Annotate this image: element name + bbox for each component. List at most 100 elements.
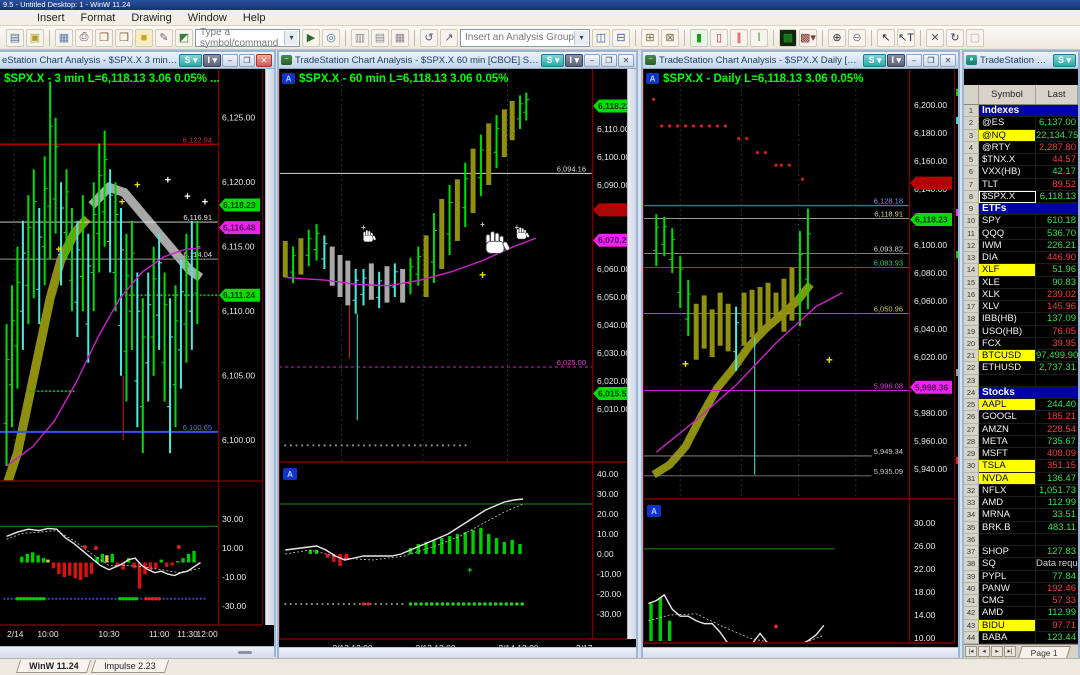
symbol-cell-BTCUSD[interactable]: BTCUSD [979, 350, 1036, 363]
symbol-cell-TLT[interactable]: TLT [979, 178, 1036, 191]
restore-button[interactable]: ❐ [601, 53, 617, 67]
symbol-cell-FCX[interactable]: FCX [979, 337, 1036, 350]
symbol-cell-IBB(HB)[interactable]: IBB(HB) [979, 313, 1036, 326]
symbol-cell-BIDU[interactable]: BIDU [979, 619, 1036, 632]
scrollbar-handle[interactable] [238, 651, 252, 654]
radarscreen-titlebar[interactable]: ● TradeStation Ra... S ▾ [964, 52, 1078, 69]
chart-canvas-60min[interactable]: 6,094.16 6,025.00 + + + +6,110.00 6,100.00 6,09… [279, 69, 636, 658]
symbol-cell-META[interactable]: META [979, 435, 1036, 448]
symbol-cell-PYPL[interactable]: PYPL [979, 570, 1036, 583]
restore-button[interactable]: ❐ [239, 53, 255, 67]
page-nav-button-0[interactable]: |◂ [965, 646, 977, 657]
symbol-cell-$TNX.X[interactable]: $TNX.X [979, 154, 1036, 167]
chart-horizontal-scrollbar[interactable] [279, 647, 636, 658]
minimize-button[interactable]: – [584, 53, 600, 67]
chart-body-60min[interactable]: 6,094.16 6,025.00 + + + +6,110.00 6,100.00 6,09… [279, 69, 636, 658]
window-new-icon[interactable]: ❐ [95, 28, 113, 47]
close-button[interactable]: ✕ [256, 53, 272, 67]
page-nav-button-1[interactable]: ◂ [978, 646, 990, 657]
chart-titlebar-daily[interactable]: ~ TradeStation Chart Analysis - $SPX.X Da… [643, 52, 958, 69]
interval-dropdown-button[interactable]: I ▾ [565, 53, 583, 67]
symbol-column-header[interactable]: Symbol [979, 85, 1036, 104]
chart-canvas-daily[interactable]: 6,128.18 6,118.91 6,093.82 6,083.93 6,050.96… [643, 69, 961, 658]
symbol-cell-TSLA[interactable]: TSLA [979, 460, 1036, 473]
save-icon[interactable]: ▦ [55, 28, 73, 47]
style-dropdown-button[interactable]: S ▾ [1052, 53, 1076, 67]
open-folder-icon[interactable]: ▣ [26, 28, 44, 47]
last-column-header[interactable]: Last [1036, 85, 1078, 104]
symbol-cell-XLV[interactable]: XLV [979, 301, 1036, 314]
chart-horizontal-scrollbar[interactable] [643, 647, 958, 658]
symbol-cell-SHOP[interactable]: SHOP [979, 546, 1036, 559]
menu-item-drawing[interactable]: Drawing [131, 11, 172, 24]
new-document-icon[interactable]: ▤ [6, 28, 24, 47]
symbol-cell-QQQ[interactable]: QQQ [979, 227, 1036, 240]
pointer-icon[interactable]: ↖ [877, 28, 895, 47]
chart-titlebar-60min[interactable]: ~ TradeStation Chart Analysis - $SPX.X 60… [279, 52, 636, 69]
symbol-cell-@ES[interactable]: @ES [979, 117, 1036, 130]
zoom-out-icon[interactable]: ⊖ [848, 28, 866, 47]
style-picker-icon[interactable]: ▩▾ [799, 28, 817, 47]
symbol-cell-PANW[interactable]: PANW [979, 582, 1036, 595]
chart-titlebar-3min[interactable]: eStation Chart Analysis - $SPX.X 3 min [… [0, 52, 274, 69]
palette-icon[interactable]: ◩ [175, 28, 193, 47]
tick-chart-icon[interactable]: ⅼ [750, 28, 768, 47]
menu-item-help[interactable]: Help [242, 11, 266, 24]
symbol-cell-MSFT[interactable]: MSFT [979, 448, 1036, 461]
menu-item-insert[interactable]: Insert [37, 11, 65, 24]
chart-body-3min[interactable]: 6,122.946,116.916,114.046,100.65++++++6,… [0, 69, 274, 657]
symbol-command-input[interactable]: Type a symbol/command ▾ [195, 27, 300, 49]
close-button[interactable]: ✕ [618, 53, 634, 67]
style-dropdown-button[interactable]: S ▾ [541, 53, 565, 67]
drawing-icon[interactable]: ✎ [155, 28, 173, 47]
page-nav-button-3[interactable]: ▸| [1004, 646, 1016, 657]
chart-body-daily[interactable]: 6,128.18 6,118.91 6,093.82 6,083.93 6,050.96… [643, 69, 961, 658]
interval-dropdown-button[interactable]: I ▾ [203, 53, 221, 67]
symbol-cell-$SPX.X[interactable]: $SPX.X [979, 190, 1036, 203]
menu-item-window[interactable]: Window [187, 11, 227, 24]
layout-rows-icon[interactable]: ▤ [371, 28, 389, 47]
refresh-icon[interactable]: ↻ [946, 28, 964, 47]
print-icon[interactable]: ⎙ [75, 28, 93, 47]
chart-vertical-scrollbar[interactable] [627, 69, 636, 639]
symbol-cell-USO(HB)[interactable]: USO(HB) [979, 325, 1036, 338]
layout-cols-icon[interactable]: ▦ [391, 28, 409, 47]
page-nav-button-2[interactable]: ▸ [991, 646, 1003, 657]
chart-vertical-scrollbar[interactable] [265, 69, 274, 625]
go-button[interactable]: ▶ [302, 28, 320, 47]
symbol-cell-AMD[interactable]: AMD [979, 607, 1036, 620]
tile-horizontal-icon[interactable]: ◫ [592, 28, 610, 47]
symbol-cell-CMG[interactable]: CMG [979, 595, 1036, 608]
symbol-cell-@RTY[interactable]: @RTY [979, 141, 1036, 154]
symbol-cell-DIA[interactable]: DIA [979, 252, 1036, 265]
taskbar-tab-winw-11-24[interactable]: WinW 11.24 [15, 660, 92, 673]
curve-icon[interactable]: ↺ [420, 28, 438, 47]
symbol-cell-@NQ[interactable]: @NQ [979, 129, 1036, 142]
matrix-icon[interactable]: ▩ [779, 28, 797, 47]
symbol-cell-XLE[interactable]: XLE [979, 276, 1036, 289]
symbol-cell-BABA[interactable]: BABA [979, 631, 1036, 644]
symbol-cell-XLK[interactable]: XLK [979, 288, 1036, 301]
window-copy-icon[interactable]: ❒ [115, 28, 133, 47]
analysis-group-input[interactable]: Insert an Analysis Group ▾ [460, 28, 590, 47]
text-pointer-icon[interactable]: ↖T [897, 28, 915, 47]
taskbar-tab-impulse-2-23[interactable]: Impulse 2.23 [91, 660, 170, 673]
symbol-cell-SQ[interactable]: SQ [979, 558, 1036, 571]
symbol-cell-IWM[interactable]: IWM [979, 239, 1036, 252]
symbol-cell-BRK.B[interactable]: BRK.B [979, 521, 1036, 534]
minimize-button[interactable]: – [222, 53, 238, 67]
unlink-icon[interactable]: ⊠ [661, 28, 679, 47]
minimize-button[interactable]: – [906, 53, 922, 67]
symbol-cell-SPY[interactable]: SPY [979, 215, 1036, 228]
send-icon[interactable]: ↗ [440, 28, 458, 47]
symbol-cell-AMZN[interactable]: AMZN [979, 423, 1036, 436]
style-dropdown-button[interactable]: S ▾ [863, 53, 887, 67]
layout-grid-icon[interactable]: ▥ [351, 28, 369, 47]
lock-icon[interactable]: ■ [135, 28, 153, 47]
symbol-cell-AAPL[interactable]: AAPL [979, 399, 1036, 412]
interval-dropdown-button[interactable]: I ▾ [887, 53, 905, 67]
menu-item-format[interactable]: Format [80, 11, 116, 24]
symbol-cell-VXX(HB)[interactable]: VXX(HB) [979, 166, 1036, 179]
symbol-cell-GOOGL[interactable]: GOOGL [979, 411, 1036, 424]
candlestick-mixed-icon[interactable]: ▯ [710, 28, 728, 47]
